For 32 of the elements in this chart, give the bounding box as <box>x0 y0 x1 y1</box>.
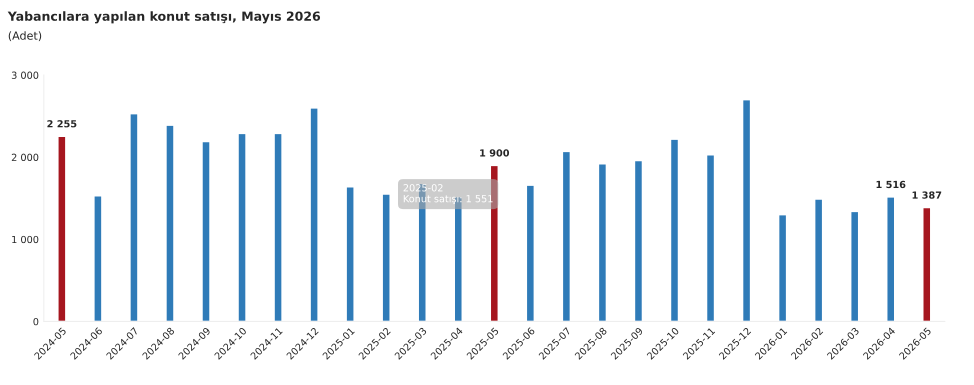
bar <box>778 214 788 322</box>
bar <box>670 138 680 322</box>
y-tick-label: 3 000 <box>12 72 38 79</box>
data-label: 1 387 <box>912 191 942 199</box>
bar <box>598 163 608 322</box>
bar <box>634 160 644 322</box>
bar <box>562 150 572 322</box>
bar <box>742 99 752 322</box>
bar <box>273 132 283 322</box>
y-tick-label: 0 <box>33 318 38 326</box>
bar <box>886 196 896 322</box>
bar <box>814 198 824 322</box>
bar <box>706 154 716 322</box>
bar <box>165 124 175 322</box>
bar <box>526 184 535 322</box>
data-label: 1 516 <box>876 180 906 188</box>
data-label: 2 255 <box>47 120 76 128</box>
data-label: 1 900 <box>480 149 510 157</box>
bar <box>237 132 247 322</box>
bar <box>850 210 860 322</box>
chart-title: Yabancılara yapılan konut satışı, Mayıs 2026 <box>8 11 320 24</box>
bar <box>382 193 391 322</box>
bar <box>309 107 319 322</box>
bar <box>345 186 355 322</box>
bar <box>57 136 67 322</box>
bar <box>93 195 103 322</box>
bar <box>201 140 211 322</box>
chart-subtitle: (Adet) <box>8 31 42 42</box>
bar <box>129 112 139 322</box>
y-tick-label: 2 000 <box>12 154 38 162</box>
bar <box>922 206 932 322</box>
y-tick-label: 1 000 <box>12 236 38 244</box>
